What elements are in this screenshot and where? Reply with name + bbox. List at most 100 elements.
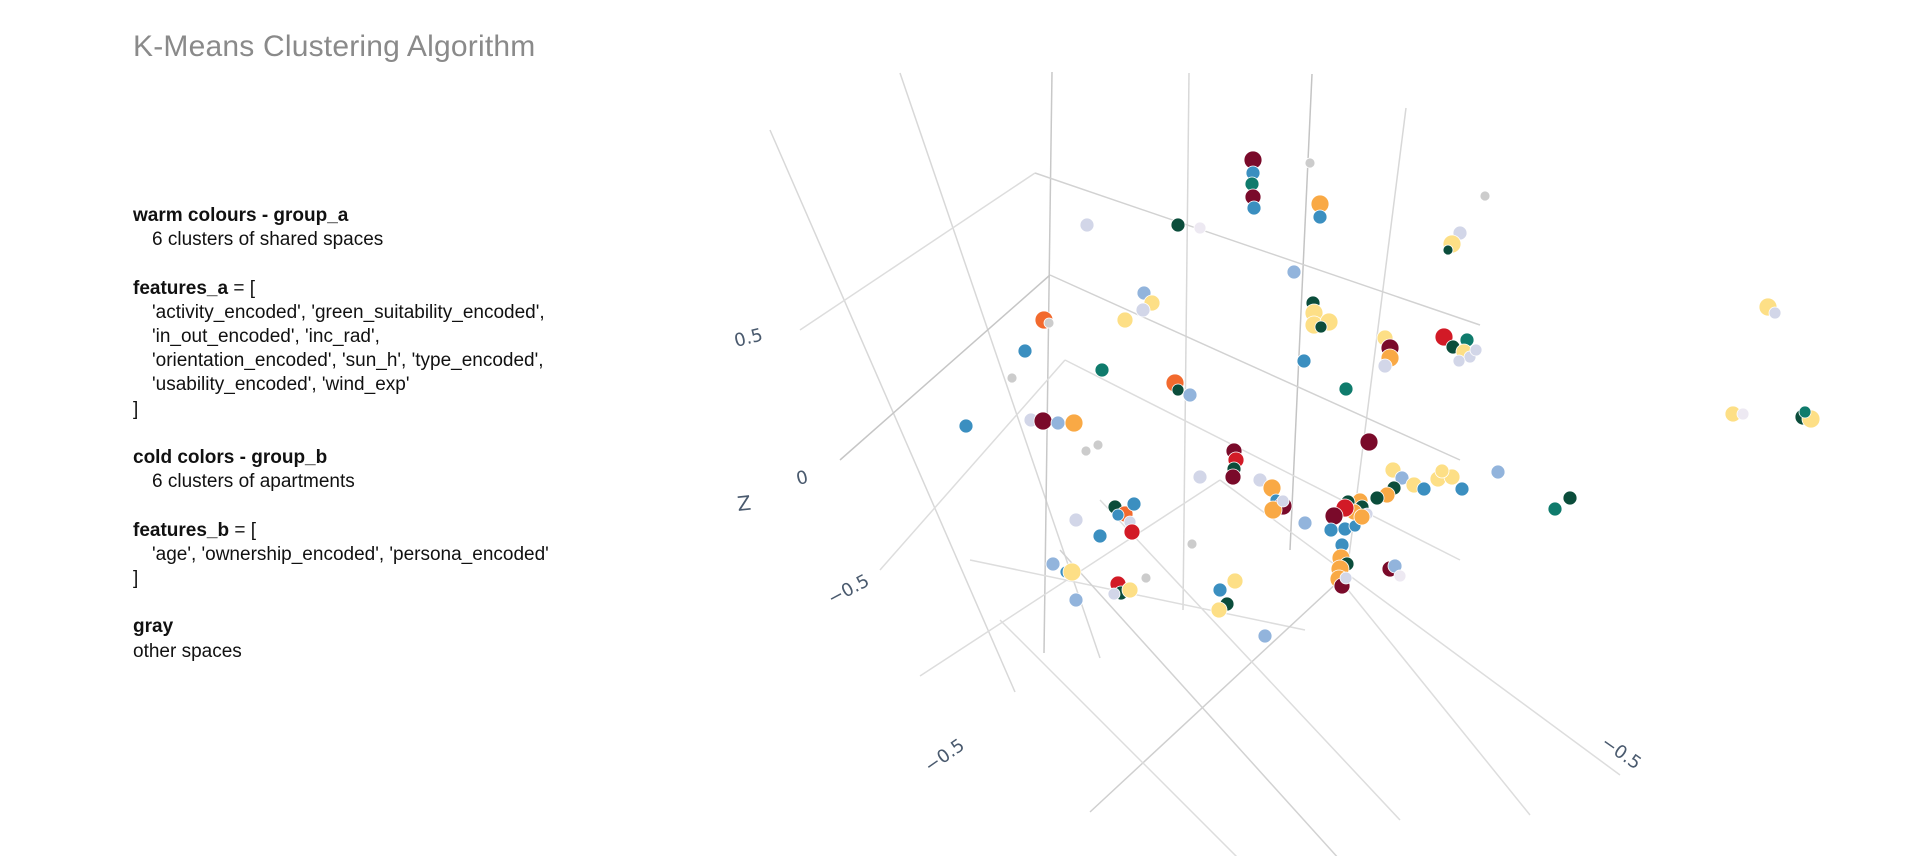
data-point[interactable] <box>1393 569 1407 583</box>
grid-line <box>1064 359 1461 561</box>
data-point[interactable] <box>1080 445 1092 457</box>
features-a-line: 'orientation_encoded', 'sun_h', 'type_en… <box>152 350 544 372</box>
cold-group-block: cold colors - group_b 6 clusters of apar… <box>133 446 603 494</box>
data-point[interactable] <box>1192 469 1208 485</box>
features-a-header: features_a = [ <box>133 277 603 301</box>
data-point[interactable] <box>1224 468 1242 486</box>
grid-line <box>899 72 1101 659</box>
data-point[interactable] <box>1562 490 1578 506</box>
data-point[interactable] <box>1339 571 1353 585</box>
data-point[interactable] <box>1338 381 1354 397</box>
grid-line <box>1049 274 1461 461</box>
data-point[interactable] <box>1079 217 1095 233</box>
data-point[interactable] <box>1416 481 1432 497</box>
data-point[interactable] <box>1394 470 1410 486</box>
page-title: K-Means Clustering Algorithm <box>133 30 536 63</box>
data-point[interactable] <box>1210 601 1228 619</box>
data-point[interactable] <box>1736 407 1750 421</box>
grid-line <box>969 559 1306 631</box>
warm-group-description: 6 clusters of shared spaces <box>152 229 384 251</box>
data-point[interactable] <box>1171 383 1185 397</box>
data-point[interactable] <box>1312 209 1328 225</box>
points-layer[interactable] <box>958 150 1821 644</box>
data-point[interactable] <box>1469 343 1483 357</box>
gray-group-block: gray other spaces <box>133 615 603 663</box>
data-point[interactable] <box>1017 343 1033 359</box>
grid-line <box>799 172 1036 331</box>
data-point[interactable] <box>1094 362 1110 378</box>
data-point[interactable] <box>1296 353 1312 369</box>
data-point[interactable] <box>1092 439 1104 451</box>
data-point[interactable] <box>1068 592 1084 608</box>
floor-tick-label-left: −0.5 <box>921 735 969 777</box>
data-point[interactable] <box>1434 463 1450 479</box>
data-point[interactable] <box>1043 317 1055 329</box>
data-point[interactable] <box>1252 472 1268 488</box>
data-point[interactable] <box>1045 556 1061 572</box>
data-point[interactable] <box>1377 358 1393 374</box>
gray-group-heading: gray <box>133 616 174 638</box>
features-b-line: 'age', 'ownership_encoded', 'persona_enc… <box>152 543 549 565</box>
data-point[interactable] <box>1092 528 1108 544</box>
data-point[interactable] <box>1140 572 1152 584</box>
data-point[interactable] <box>1068 512 1084 528</box>
data-point[interactable] <box>1263 500 1283 520</box>
data-point[interactable] <box>1314 320 1328 334</box>
features-a-name: features_a <box>133 277 229 299</box>
data-point[interactable] <box>1050 415 1066 431</box>
grid-line <box>1219 479 1621 776</box>
data-point[interactable] <box>958 418 974 434</box>
description-panel: warm colours - group_a 6 clusters of sha… <box>133 204 603 688</box>
data-point[interactable] <box>1324 506 1344 526</box>
grid-line <box>1043 71 1053 654</box>
data-point[interactable] <box>1304 157 1316 169</box>
grid-line <box>1182 72 1190 611</box>
features-b-operator: = [ <box>229 519 257 541</box>
data-point[interactable] <box>1064 413 1084 433</box>
gray-group-description: other spaces <box>133 640 242 662</box>
data-point[interactable] <box>1116 311 1134 329</box>
data-point[interactable] <box>1111 508 1125 522</box>
data-point[interactable] <box>1006 372 1018 384</box>
data-point[interactable] <box>1454 481 1470 497</box>
data-point[interactable] <box>1246 200 1262 216</box>
data-point[interactable] <box>1182 387 1198 403</box>
data-point[interactable] <box>1286 264 1302 280</box>
data-point[interactable] <box>1257 628 1273 644</box>
data-point[interactable] <box>1123 523 1141 541</box>
features-a-line: 'activity_encoded', 'green_suitability_e… <box>152 301 545 323</box>
data-point[interactable] <box>1276 494 1290 508</box>
data-point[interactable] <box>1353 508 1371 526</box>
data-point[interactable] <box>1062 562 1082 582</box>
data-point[interactable] <box>1126 496 1142 512</box>
data-point[interactable] <box>1226 572 1244 590</box>
data-point[interactable] <box>1442 244 1454 256</box>
grid-line <box>1289 73 1313 551</box>
data-point[interactable] <box>1193 221 1207 235</box>
plot-svg[interactable]: 0.5 0 −0.5 Z −0.5 −0.5 <box>700 60 1920 856</box>
features-a-line: 'in_out_encoded', 'inc_rad', <box>152 326 380 347</box>
data-point[interactable] <box>1479 190 1491 202</box>
data-point[interactable] <box>1135 302 1151 318</box>
data-point[interactable] <box>1033 411 1053 431</box>
data-point[interactable] <box>1107 587 1121 601</box>
z-tick-label: 0 <box>794 467 810 490</box>
data-point[interactable] <box>1297 515 1313 531</box>
data-point[interactable] <box>1323 522 1339 538</box>
data-point[interactable] <box>1369 490 1385 506</box>
warm-group-block: warm colours - group_a 6 clusters of sha… <box>133 204 603 252</box>
data-point[interactable] <box>1490 464 1506 480</box>
data-point[interactable] <box>1121 581 1139 599</box>
grid-line <box>1059 549 1338 856</box>
data-point[interactable] <box>1547 501 1563 517</box>
data-point[interactable] <box>1798 405 1812 419</box>
data-point[interactable] <box>1359 432 1379 452</box>
scatter-3d-plot[interactable]: 0.5 0 −0.5 Z −0.5 −0.5 <box>700 60 1920 856</box>
data-point[interactable] <box>1768 306 1782 320</box>
data-point[interactable] <box>1170 217 1186 233</box>
data-point[interactable] <box>1452 354 1466 368</box>
floor-tick-label-right: −0.5 <box>1597 732 1645 774</box>
data-point[interactable] <box>1212 582 1228 598</box>
data-point[interactable] <box>1186 538 1198 550</box>
features-a-operator: = [ <box>228 277 255 299</box>
